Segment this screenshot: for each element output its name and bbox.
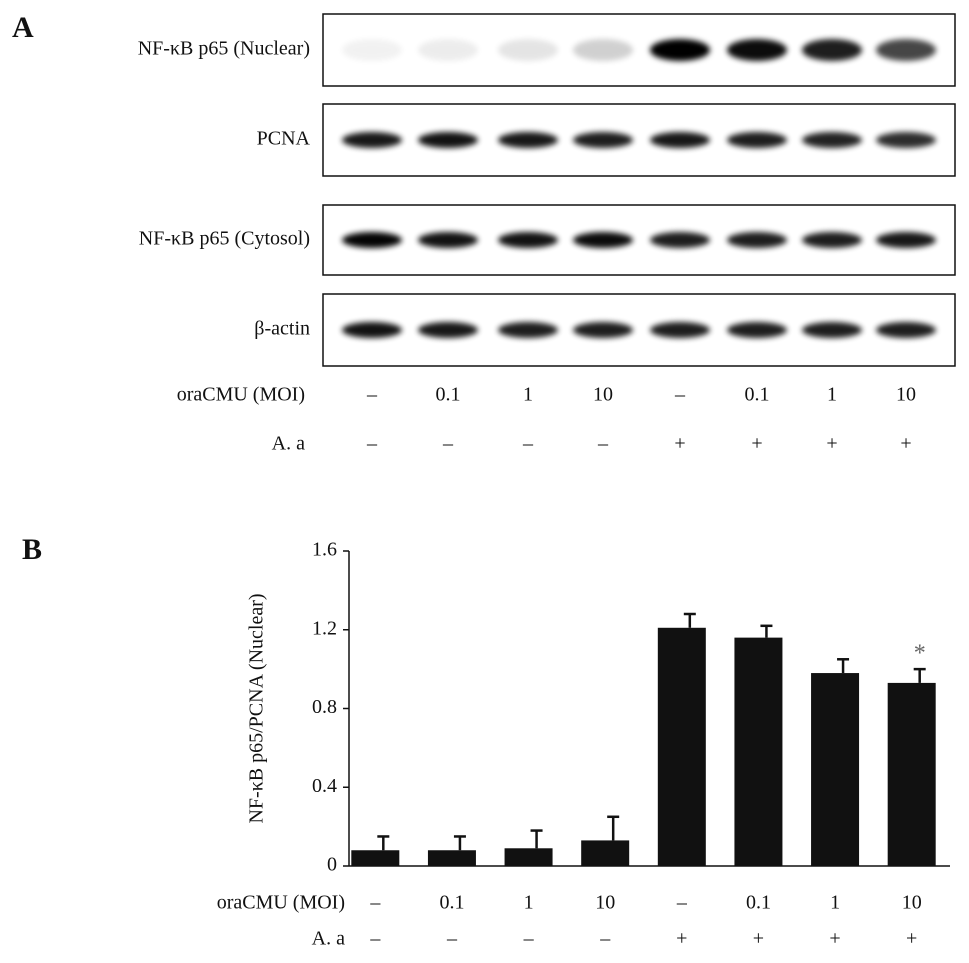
band <box>876 322 936 338</box>
band <box>342 132 402 148</box>
condition-label: 1 <box>523 384 533 406</box>
condition-label: 10 <box>593 384 613 406</box>
band <box>498 232 558 248</box>
band <box>802 132 862 148</box>
condition-label: – <box>442 433 454 455</box>
band <box>418 232 478 248</box>
condition-label: 10 <box>896 384 916 406</box>
band <box>802 322 862 338</box>
condition-title: A. a <box>272 433 305 455</box>
x-tick-label: 1 <box>524 892 534 914</box>
group-label: + <box>829 928 840 950</box>
condition-label: – <box>597 433 609 455</box>
band <box>727 132 787 148</box>
band <box>727 39 787 61</box>
band <box>802 39 862 61</box>
group-label: – <box>446 928 458 950</box>
bar <box>351 850 400 866</box>
bar <box>657 627 706 866</box>
band <box>727 232 787 248</box>
band <box>876 132 936 148</box>
band <box>727 322 787 338</box>
band <box>498 322 558 338</box>
y-tick-label: 1.2 <box>312 617 337 639</box>
group-label: – <box>369 928 381 950</box>
row-label: NF-κB p65 (Cytosol) <box>139 228 310 250</box>
band <box>573 232 633 248</box>
condition-label: – <box>366 384 378 406</box>
band <box>342 39 402 61</box>
x-tick-label: 0.1 <box>746 892 771 914</box>
condition-label: 0.1 <box>436 384 461 406</box>
row-label: NF-κB p65 (Nuclear) <box>138 38 310 60</box>
band <box>650 132 710 148</box>
bar <box>811 673 860 866</box>
group-label: – <box>523 928 535 950</box>
condition-label: – <box>366 433 378 455</box>
group-label: + <box>906 928 917 950</box>
y-tick-label: 0 <box>327 854 337 876</box>
row-label: PCNA <box>257 128 311 150</box>
condition-label: 1 <box>827 384 837 406</box>
band <box>342 322 402 338</box>
band <box>498 132 558 148</box>
x-tick-label: – <box>369 892 381 914</box>
condition-label: 0.1 <box>745 384 770 406</box>
panel-label: B <box>22 533 42 566</box>
condition-title: oraCMU (MOI) <box>177 384 305 406</box>
bar <box>581 840 630 866</box>
annotation: * <box>914 641 926 667</box>
band <box>650 39 710 61</box>
band <box>418 39 478 61</box>
panel-label: A <box>12 11 34 44</box>
x-tick-label: 0.1 <box>439 892 464 914</box>
condition-label: – <box>674 384 686 406</box>
band <box>876 39 936 61</box>
condition-label: + <box>751 433 762 455</box>
condition-label: + <box>900 433 911 455</box>
bar <box>427 850 476 866</box>
row-title: A. a <box>312 928 345 950</box>
band <box>573 39 633 61</box>
y-tick-label: 1.6 <box>312 539 337 561</box>
band <box>650 232 710 248</box>
group-label: + <box>753 928 764 950</box>
bar <box>887 682 936 866</box>
y-axis-title: NF-κB p65/PCNA (Nuclear) <box>246 593 268 823</box>
group-label: – <box>599 928 611 950</box>
band <box>650 322 710 338</box>
band <box>418 132 478 148</box>
band <box>573 322 633 338</box>
x-tick-label: – <box>676 892 688 914</box>
x-tick-label: 10 <box>902 892 922 914</box>
bar <box>734 637 783 866</box>
row-title: oraCMU (MOI) <box>217 892 345 914</box>
group-label: + <box>676 928 687 950</box>
band <box>498 39 558 61</box>
band <box>418 322 478 338</box>
condition-label: – <box>522 433 534 455</box>
band <box>342 232 402 248</box>
band <box>573 132 633 148</box>
bar <box>504 848 553 866</box>
condition-label: + <box>674 433 685 455</box>
band <box>876 232 936 248</box>
x-tick-label: 1 <box>830 892 840 914</box>
band <box>802 232 862 248</box>
x-tick-label: 10 <box>595 892 615 914</box>
condition-label: + <box>826 433 837 455</box>
row-label: β-actin <box>254 318 310 340</box>
y-tick-label: 0.4 <box>312 775 337 797</box>
y-tick-label: 0.8 <box>312 696 337 718</box>
